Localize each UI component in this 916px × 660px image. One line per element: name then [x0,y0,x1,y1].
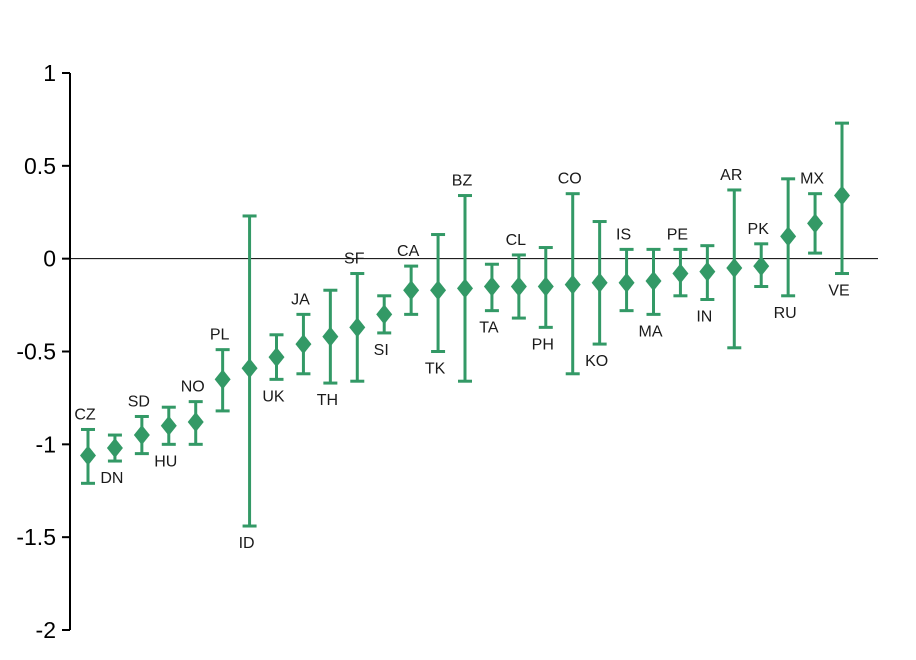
errorbar-group-PE: PE [667,226,689,298]
country-label: KO [585,353,608,370]
diamond-marker [699,261,716,282]
errorbar-group-KO: KO [585,220,608,370]
errorbar-group-CO: CO [558,171,582,376]
y-tick-label: -0.5 [16,339,56,365]
diamond-marker [564,274,581,295]
country-label: ID [239,535,255,552]
errorbar-group-MA: MA [639,247,663,340]
country-label: TH [317,392,338,409]
country-label: IN [696,309,712,326]
diamond-marker [537,276,554,297]
errorbar-group-PH: PH [532,246,554,353]
errorbar-group-HU: HU [154,405,177,470]
errorbar-group-MX: MX [800,171,824,255]
country-label: PH [532,336,554,353]
diamond-marker [106,438,123,459]
country-label: TK [425,361,446,378]
errorbar-group-RU: RU [774,177,797,322]
country-label: RU [774,305,797,322]
errorbar-group-TK: TK [425,233,447,378]
errorbar-group-IN: IN [696,244,716,326]
errorbar-group-DN: DN [100,433,123,487]
y-tick-label: 1 [43,60,56,86]
y-tick-label: 0 [43,246,56,272]
country-label: PK [748,221,770,238]
diamond-marker [295,334,312,355]
country-label: DN [100,470,123,487]
errorbar-group-TA: TA [479,262,500,337]
errorbar-group-ID: ID [239,214,258,552]
errorbar-group-CZ: CZ [74,406,96,485]
errorbar-group-UK: UK [262,333,285,405]
errorbar-group-PK: PK [748,221,770,289]
diamond-marker [591,272,608,293]
diamond-marker [753,256,770,277]
errorbar-group-CL: CL [506,232,527,320]
errorbar-group-JA: JA [291,291,312,376]
country-label: SI [374,342,389,359]
country-label: CO [558,171,582,188]
country-label: BZ [452,173,473,190]
diamond-marker [807,213,824,234]
y-tick-label: -1 [36,431,56,457]
diamond-marker [780,226,797,247]
country-label: AR [720,167,742,184]
diamond-marker [349,317,366,338]
diamond-marker [457,278,473,299]
errorbar-group-TH: TH [317,288,339,409]
country-label: PL [210,327,230,344]
diamond-marker [672,263,689,284]
diamond-marker [483,276,500,297]
diamond-marker [618,272,635,293]
errorbar-group-BZ: BZ [452,173,473,383]
errorbar-group-IS: IS [616,226,635,313]
diamond-marker [834,185,850,206]
diamond-marker [214,369,231,390]
diamond-marker [187,412,204,433]
diamond-marker [268,347,285,368]
errorbar-group-CA: CA [397,243,420,316]
country-label: NO [181,379,205,396]
errorbar-group-NO: NO [181,379,205,446]
country-label: CA [397,243,420,260]
y-tick-label: -1.5 [16,524,56,550]
errorbar-group-SF: SF [344,251,366,383]
diamond-marker [241,358,258,379]
country-label: IS [616,226,631,243]
diamond-marker [510,276,527,297]
diamond-marker [430,280,447,301]
country-label: JA [291,291,310,308]
errorbar-group-AR: AR [720,167,743,350]
country-label: CZ [74,406,96,423]
country-label: CL [506,232,527,249]
diamond-marker [403,280,420,301]
country-label: SD [128,393,150,410]
country-label: SF [344,251,365,268]
country-label: UK [262,388,285,405]
diamond-marker [645,270,662,291]
diamond-marker [80,445,96,466]
errorbar-group-SI: SI [374,294,393,359]
diamond-marker [160,415,177,436]
diamond-marker [133,425,150,446]
diamond-marker [726,257,743,278]
errorbar-group-VE: VE [828,121,850,300]
country-label: VE [828,283,849,300]
country-label: TA [479,320,499,337]
y-tick-label: 0.5 [24,153,56,179]
country-label: HU [154,453,177,470]
diamond-marker [322,326,339,347]
errorbar-group-PL: PL [210,327,231,413]
country-label: PE [667,226,688,243]
errorbar-group-SD: SD [128,393,150,456]
diamond-marker [376,304,393,325]
y-tick-label: -2 [36,617,56,643]
country-label: MA [639,323,663,340]
country-label: MX [800,171,824,188]
